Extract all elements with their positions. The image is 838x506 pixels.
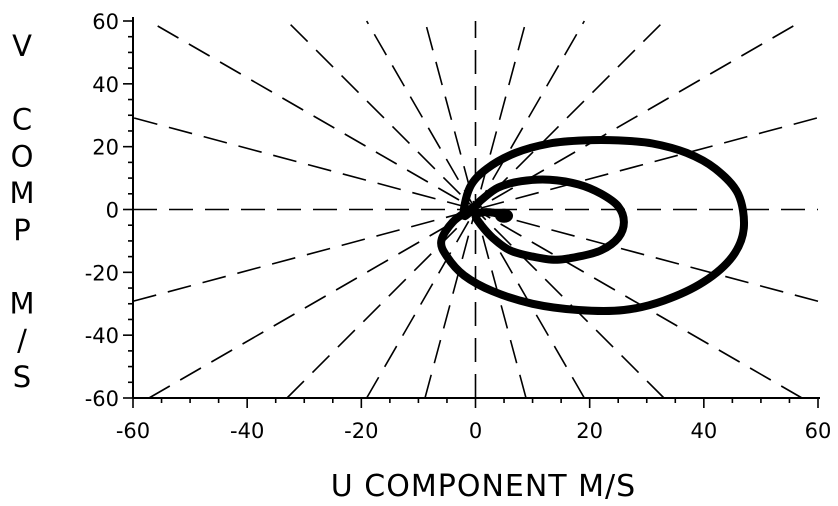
x-tick-label: 0 <box>469 419 482 443</box>
reference-line-165deg <box>132 116 819 303</box>
x-tick-label: 20 <box>576 419 603 443</box>
x-tick-label: 40 <box>690 419 717 443</box>
x-tick-label: 60 <box>805 419 832 443</box>
y-tick-label: 60 <box>92 10 119 34</box>
series-layer <box>437 136 749 316</box>
y-axis-label-char: P <box>13 213 31 247</box>
tick-marks <box>123 20 819 408</box>
y-tick-label: -60 <box>85 387 119 411</box>
x-tick-label: -20 <box>344 419 378 443</box>
y-tick-label: -20 <box>85 261 119 285</box>
x-axis-label: U COMPONENT M/S <box>331 469 636 504</box>
series-0-start-marker <box>495 208 514 223</box>
y-tick-label: 40 <box>92 73 119 97</box>
y-tick-label: 20 <box>92 136 119 160</box>
x-tick-label: -60 <box>116 419 150 443</box>
y-axis-label-char: C <box>12 103 32 137</box>
y-tick-label: 0 <box>106 199 119 223</box>
y-axis-label-char: M <box>9 176 34 210</box>
y-axis-label-char: / <box>17 323 27 357</box>
y-axis-label-char: S <box>13 360 31 394</box>
y-axis-label-char: M <box>9 287 34 321</box>
x-tick-label: -40 <box>230 419 264 443</box>
y-tick-label: -40 <box>85 324 119 348</box>
reference-line-15deg <box>132 116 819 303</box>
tick-labels: -60 -40 -20 0 20 40 60 60 40 20 0 -20 -40 -60 <box>85 10 832 443</box>
y-axis-label-char: O <box>11 139 34 173</box>
series-0-line <box>437 136 749 316</box>
y-axis-label-char: V <box>12 29 32 63</box>
